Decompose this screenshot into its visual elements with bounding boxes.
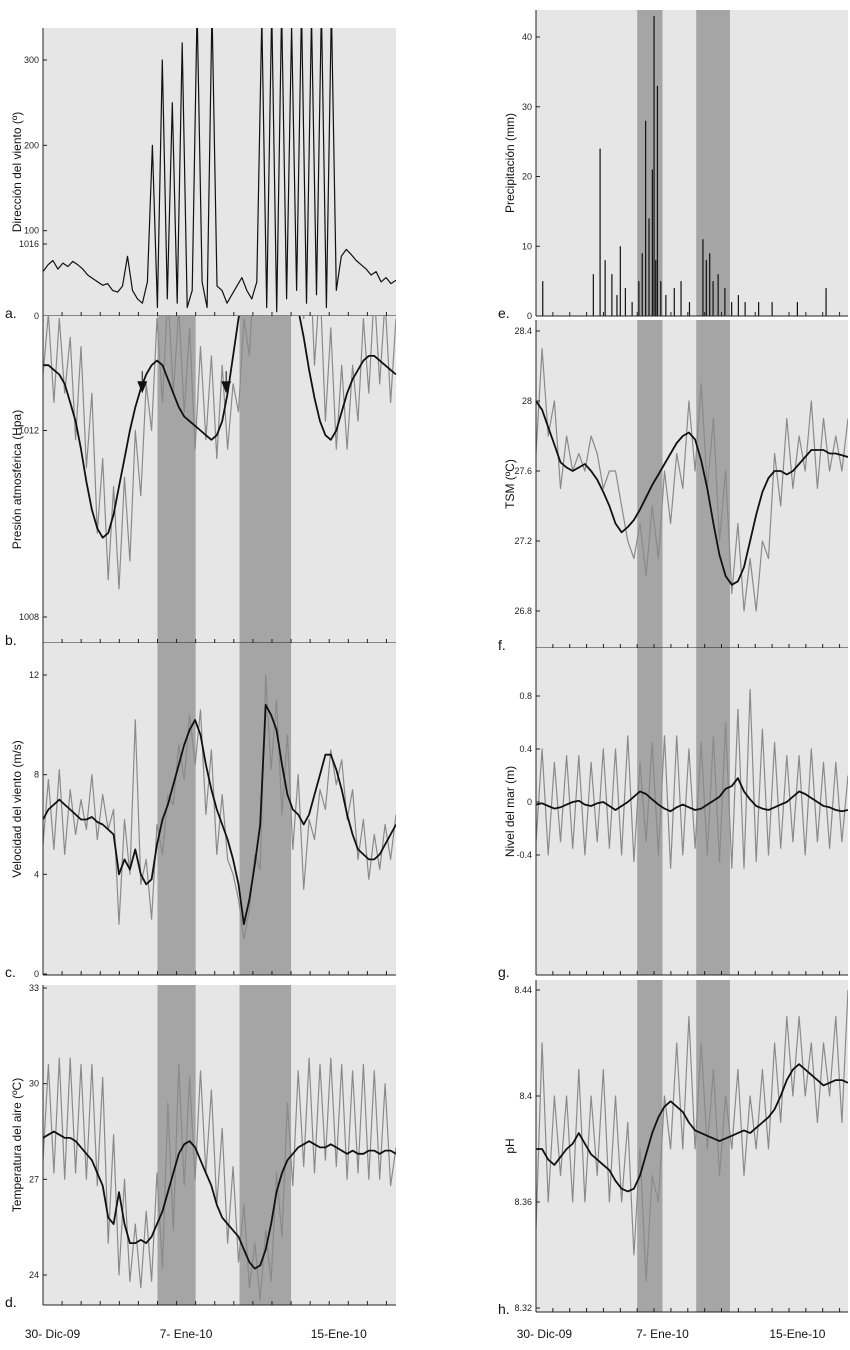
series-raw-line <box>536 688 848 869</box>
series-mean-line <box>536 400 848 586</box>
panel-label: g. <box>498 964 510 980</box>
panel-label: e. <box>498 305 510 321</box>
y-tick-label: 0.8 <box>519 691 532 701</box>
y-tick-label: 8.4 <box>519 1091 532 1101</box>
y-tick-label: 30 <box>522 102 532 112</box>
y-tick-label: 4 <box>34 869 39 879</box>
y-tick-label: -0.4 <box>516 850 532 860</box>
panel-label: b. <box>5 632 17 648</box>
y-axis-label: TSM (ºC) <box>503 459 517 509</box>
x-tick-label: 7- Ene-10 <box>160 1327 213 1341</box>
y-tick-label: 12 <box>29 670 39 680</box>
panel-b: 1008 1012 1016 Presión atmosférica (Hpa) b. <box>5 239 396 648</box>
x-tick-label: 30- Dic-09 <box>25 1327 81 1341</box>
shaded-band <box>637 980 663 1312</box>
y-tick-label: 300 <box>24 55 39 65</box>
plot-background <box>43 28 396 316</box>
y-tick-label: 0 <box>34 311 39 321</box>
y-tick-label: 1008 <box>19 612 39 622</box>
series-mean-line <box>43 704 396 926</box>
series-raw-line <box>43 674 396 940</box>
panel-a: 0 100 200 300 Dirección del viento (º) a. <box>5 28 396 321</box>
y-axis-label: Dirección del viento (º) <box>10 112 24 232</box>
x-tick-label: 7- Ene-10 <box>636 1327 689 1341</box>
shaded-band <box>696 10 730 316</box>
x-tick-label: 15-Ene-10 <box>311 1327 367 1341</box>
y-tick-label: 28.4 <box>514 326 532 336</box>
shaded-band <box>239 316 292 643</box>
plot-background <box>43 316 396 643</box>
y-tick-label: 1012 <box>19 426 39 436</box>
y-axis-label: pH <box>503 1138 517 1153</box>
y-tick-label: 27 <box>29 1174 39 1184</box>
panel-f: 26.8 27.2 27.6 28 28.4 TSM (ºC) f. <box>498 320 848 653</box>
shaded-band <box>696 980 730 1312</box>
y-tick-label: 0 <box>527 797 532 807</box>
y-tick-label: 8.36 <box>514 1197 532 1207</box>
y-axis-label: Velocidad del viento (m/s) <box>10 740 24 877</box>
y-tick-label: 30 <box>29 1079 39 1089</box>
y-tick-label: 8.44 <box>514 985 532 995</box>
series-mean-line <box>43 28 396 313</box>
x-tick-label: 30- Dic-09 <box>517 1327 573 1341</box>
shaded-band <box>637 648 663 975</box>
panel-label: c. <box>5 964 16 980</box>
shaded-band <box>637 10 663 316</box>
series-mean-line <box>536 1063 848 1193</box>
panel-label: d. <box>5 1294 17 1310</box>
y-tick-label: 1016 <box>19 239 39 249</box>
y-tick-label: 8.32 <box>514 1303 532 1313</box>
panel-label: a. <box>5 305 17 321</box>
panel-c: 0 4 8 12 Velocidad del viento (m/s) c. <box>5 643 396 980</box>
y-axis-label: Temperatura del aire (ºC) <box>10 1078 24 1212</box>
series-raw-line <box>43 1057 396 1302</box>
y-tick-label: 0.4 <box>519 744 532 754</box>
plot-background <box>536 10 848 316</box>
shaded-band <box>696 648 730 975</box>
y-tick-label: 26.8 <box>514 606 532 616</box>
panel-h: 8.32 8.36 8.4 8.44 pH h. <box>498 980 848 1317</box>
y-tick-label: 28 <box>522 396 532 406</box>
y-tick-label: 0 <box>527 311 532 321</box>
annotation-arrow <box>221 381 232 394</box>
y-axis-label: Presión atmosférica (Hpa) <box>10 410 24 549</box>
annotation-arrow <box>137 381 148 394</box>
panel-d: 24 27 30 33 Temperatura del aire (ºC) d. <box>5 983 396 1310</box>
y-tick-label: 10 <box>522 241 532 251</box>
y-tick-label: 24 <box>29 1270 39 1280</box>
series-mean-line <box>43 316 396 539</box>
panel-label: h. <box>498 1301 510 1317</box>
y-axis-label: Nivel del mar (m) <box>503 766 517 857</box>
panel-g: -0.4 0 0.4 0.8 Nivel del mar (m) g. <box>498 648 848 980</box>
y-tick-label: 33 <box>29 983 39 993</box>
plot-background <box>536 320 848 648</box>
series-mean-line <box>536 777 848 813</box>
y-tick-label: 20 <box>522 172 532 182</box>
y-tick-label: 8 <box>34 770 39 780</box>
y-tick-label: 27.2 <box>514 536 532 546</box>
panel-label: f. <box>498 637 506 653</box>
panel-e: 0 10 20 30 40 Precipitación (mm) e. <box>498 10 848 321</box>
shaded-band <box>157 643 196 975</box>
y-tick-label: 27.6 <box>514 466 532 476</box>
x-tick-label: 15-Ene-10 <box>769 1327 825 1341</box>
y-tick-label: 200 <box>24 140 39 150</box>
y-tick-label: 100 <box>24 226 39 236</box>
shaded-band <box>637 320 663 648</box>
series-raw-line <box>43 316 396 590</box>
series-mean-line <box>43 1130 396 1270</box>
y-tick-label: 40 <box>522 32 532 42</box>
plot-background <box>43 643 396 975</box>
y-axis-label: Precipitación (mm) <box>503 113 517 213</box>
y-tick-label: 0 <box>34 969 39 979</box>
